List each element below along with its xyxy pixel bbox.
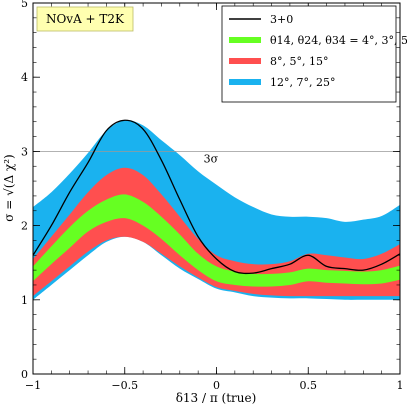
x-axis-label: δ13 / π (true) [176,391,257,405]
axis-tick-labels: −1 −0.5 0 0.5 1 0 1 2 3 4 5 [21,0,404,392]
y-tick-label: 3 [21,145,28,158]
x-tick-label: −1 [25,379,41,392]
y-tick-label: 0 [21,368,28,381]
chart-title-box: NOvA + T2K [36,6,134,32]
x-tick-label: 0 [213,379,220,392]
axis-ticks [32,2,401,375]
chart-title: NOvA + T2K [46,12,125,26]
legend-label: 3+0 [270,13,293,26]
legend: 3+0 θ14, θ24, θ34 = 4°, 3°, 5° 8°, 5°, 15°… [221,5,407,103]
legend-box [221,5,397,103]
y-tick-label: 2 [21,220,28,233]
x-tick-label: −0.5 [111,379,138,392]
y-tick-label: 5 [21,0,28,10]
y-axis-label: σ = √(Δ χ²) [2,154,16,221]
y-tick-label: 4 [21,71,28,84]
series-lines [33,119,400,275]
legend-label: θ14, θ24, θ34 = 4°, 3°, 5° [270,34,407,47]
band-series-2 [33,194,400,287]
line-series-3 [33,119,400,275]
y-tick-label: 1 [21,294,28,307]
title-box-background [36,6,134,32]
legend-label: 8°, 5°, 15° [270,55,328,68]
x-tick-label: 1 [397,379,404,392]
legend-label: 12°, 7°, 25° [270,76,335,89]
x-tick-label: 0.5 [300,379,318,392]
three-sigma-label: 3σ [204,152,219,165]
